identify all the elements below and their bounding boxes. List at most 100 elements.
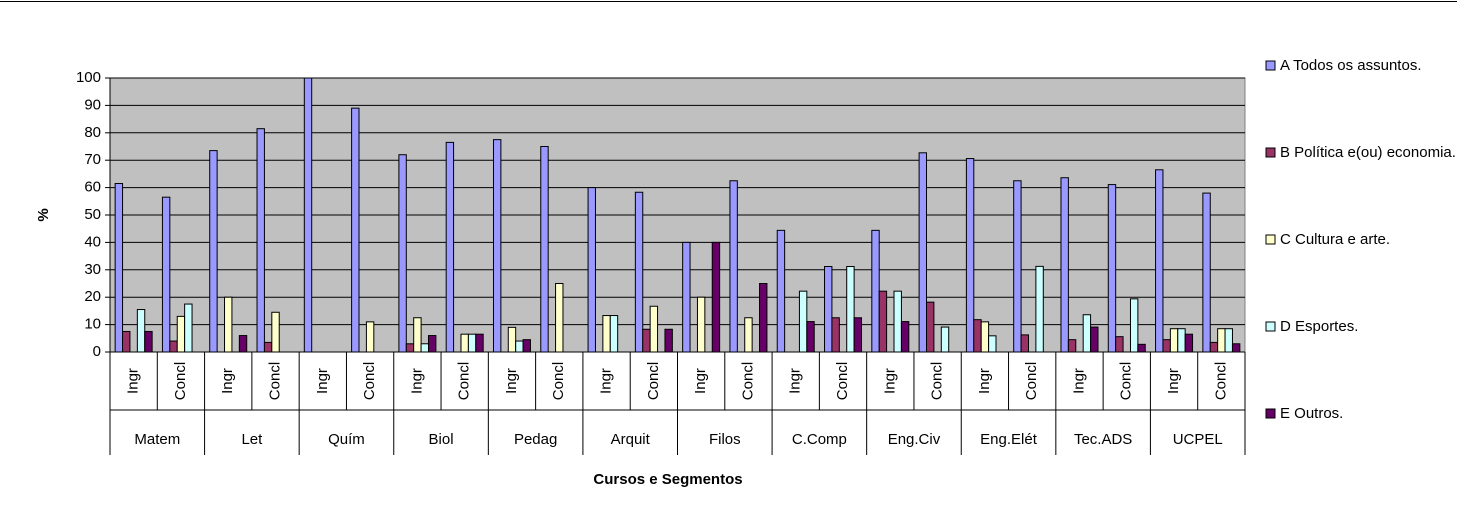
group-label: Eng.Elét [980,431,1038,448]
bar [271,311,280,353]
bar [427,335,437,353]
bar [365,321,375,353]
y-tick-label: 0 [93,343,101,360]
bar [853,317,863,353]
bar [973,319,982,353]
bar [602,315,611,353]
group-label: Matem [134,431,180,448]
x-tick-label: Ingr [1070,368,1087,394]
bar [1231,343,1241,353]
bar [114,182,124,353]
y-tick-label: 30 [84,261,101,278]
group-label: Filos [709,431,741,448]
x-tick-label: Ingr [219,368,236,394]
group-label: UCPEL [1173,431,1223,448]
x-tick-label: Ingr [976,368,993,394]
x-tick-label: Concl [834,362,851,400]
bar [1082,314,1092,353]
bar [1169,328,1179,353]
x-tick-label: Concl [929,362,946,400]
legend-label: E Outros. [1280,405,1343,422]
bar [445,141,455,353]
bar [1209,341,1219,353]
x-tick-label: Ingr [408,368,425,394]
bar [1090,326,1099,353]
y-tick-label: 70 [84,151,101,168]
bar [831,317,840,353]
y-tick-label: 20 [84,288,101,305]
bar [209,150,218,353]
bar [540,146,549,353]
bar [900,321,910,353]
bar [176,315,186,353]
bar [846,266,855,353]
bar [980,321,990,353]
bar [1202,192,1211,353]
x-tick-label: Concl [645,362,662,400]
bar [184,303,193,353]
x-tick-label: Concl [550,362,567,400]
bar [609,315,619,353]
x-tick-label: Concl [1212,362,1229,400]
bar [1035,265,1044,353]
y-tick-label: 90 [84,96,101,113]
bar [798,290,808,353]
x-tick-label: Concl [266,362,283,400]
x-tick-label: Concl [361,362,378,400]
bar [1060,177,1069,353]
bar [893,290,902,353]
bar [729,180,738,353]
x-tick-label: Concl [1023,362,1040,400]
group-label: Eng.Civ [888,431,941,448]
bar [398,154,407,353]
bar [1129,298,1139,353]
y-tick-label: 100 [76,69,101,86]
group-label: Biol [429,431,454,448]
bar [405,343,415,353]
bar [988,335,997,353]
x-tick-label: Ingr [598,368,615,394]
bar [122,330,131,353]
bar [759,283,768,353]
bar [634,191,644,353]
group-label: C.Comp [792,431,847,448]
bar [413,317,422,353]
bar [1184,333,1194,353]
bar [555,283,564,353]
bar [507,326,517,353]
x-tick-label: Ingr [1165,368,1182,394]
legend-swatch [1265,60,1276,71]
group-label: Arquit [611,431,651,448]
bar [1137,343,1146,353]
bar [587,187,596,353]
x-tick-label: Ingr [503,368,520,394]
legend-swatch [1265,408,1276,419]
group-label: Tec.ADS [1074,431,1132,448]
x-tick-label: Ingr [125,368,142,394]
x-tick-label: Ingr [787,368,804,394]
bar [475,333,484,353]
x-tick-label: Ingr [881,368,898,394]
bar [351,107,360,353]
x-tick-label: Ingr [692,368,709,394]
bar [926,301,935,353]
bar [1115,336,1124,353]
bar [1162,339,1171,353]
legend-swatch [1265,321,1276,332]
bar [467,333,477,353]
y-tick-label: 60 [84,179,101,196]
bar [878,290,888,353]
bar [460,333,469,353]
x-tick-label: Ingr [314,368,331,394]
bar [224,296,233,353]
bar [1020,334,1029,353]
bar [238,335,248,353]
legend-label: A Todos os assuntos. [1280,57,1421,74]
legend-label: C Cultura e arte. [1280,231,1390,248]
bar [1177,328,1186,353]
bar [776,229,786,353]
bar [515,340,524,353]
bar [1013,180,1022,353]
y-tick-label: 40 [84,233,101,250]
